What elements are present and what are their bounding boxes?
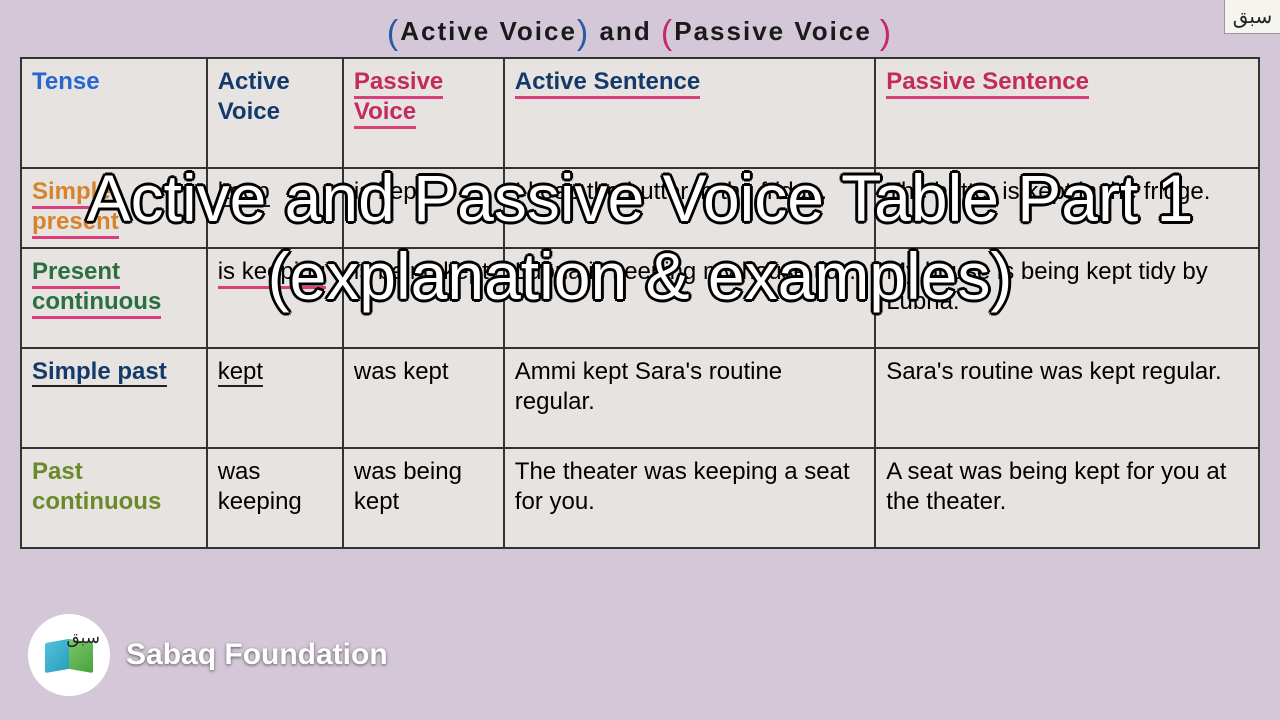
cell-active-sent: The theater was keeping a seat for you. bbox=[504, 448, 875, 548]
hdr-passive-voice: Passive Voice bbox=[343, 58, 504, 168]
title-active: Active Voice bbox=[400, 16, 577, 47]
cell-passive: was being kept bbox=[343, 448, 504, 548]
voice-table: Tense Active Voice Passive Voice Active … bbox=[20, 57, 1260, 549]
footer-label: Sabaq Foundation bbox=[126, 638, 388, 672]
cell-active: is keeping bbox=[207, 248, 343, 348]
cell-passive: is kept bbox=[343, 168, 504, 248]
open-paren-blue: ( bbox=[387, 14, 400, 52]
cell-tense: Present continuous bbox=[21, 248, 207, 348]
cell-active: keep bbox=[207, 168, 343, 248]
cell-passive-sent: My house is being kept tidy by Lubna. bbox=[875, 248, 1259, 348]
cell-passive-sent: A seat was being kept for you at the the… bbox=[875, 448, 1259, 548]
table-row: Past continuous was keeping was being ke… bbox=[21, 448, 1259, 548]
title-passive: Passive Voice bbox=[674, 16, 872, 47]
cell-passive-sent: Sara's routine was kept regular. bbox=[875, 348, 1259, 448]
table-row: Simple present keep is kept I keep the b… bbox=[21, 168, 1259, 248]
table-header-row: Tense Active Voice Passive Voice Active … bbox=[21, 58, 1259, 168]
table-row: Present continuous is keeping is being k… bbox=[21, 248, 1259, 348]
slide-background: سبق (Active Voice) and (Passive Voice) T… bbox=[0, 0, 1280, 720]
cell-active-sent: I keep the butter in the fridge. bbox=[504, 168, 875, 248]
cell-passive-sent: The butter is kept in the fridge. bbox=[875, 168, 1259, 248]
cell-active: was keeping bbox=[207, 448, 343, 548]
cell-active-sent: Lubna is keeping my house tidy. bbox=[504, 248, 875, 348]
slide-heading: (Active Voice) and (Passive Voice) bbox=[20, 4, 1260, 57]
hdr-active-sentence: Active Sentence bbox=[504, 58, 875, 168]
hdr-tense: Tense bbox=[21, 58, 207, 168]
cell-passive: was kept bbox=[343, 348, 504, 448]
cell-tense: Past continuous bbox=[21, 448, 207, 548]
close-paren-blue: ) bbox=[577, 14, 590, 52]
cell-passive: is being kept bbox=[343, 248, 504, 348]
cell-active: kept bbox=[207, 348, 343, 448]
table-row: Simple past kept was kept Ammi kept Sara… bbox=[21, 348, 1259, 448]
hdr-active-voice: Active Voice bbox=[207, 58, 343, 168]
cell-tense: Simple present bbox=[21, 168, 207, 248]
close-paren-red: ) bbox=[880, 14, 893, 52]
logo-urdu-text: سبق bbox=[66, 628, 100, 648]
hdr-passive-sentence: Passive Sentence bbox=[875, 58, 1259, 168]
open-paren-red: ( bbox=[661, 14, 674, 52]
footer: سبق Sabaq Foundation bbox=[28, 614, 388, 696]
sabaq-logo: سبق bbox=[28, 614, 110, 696]
title-and: and bbox=[590, 16, 661, 46]
cell-active-sent: Ammi kept Sara's routine regular. bbox=[504, 348, 875, 448]
cell-tense: Simple past bbox=[21, 348, 207, 448]
